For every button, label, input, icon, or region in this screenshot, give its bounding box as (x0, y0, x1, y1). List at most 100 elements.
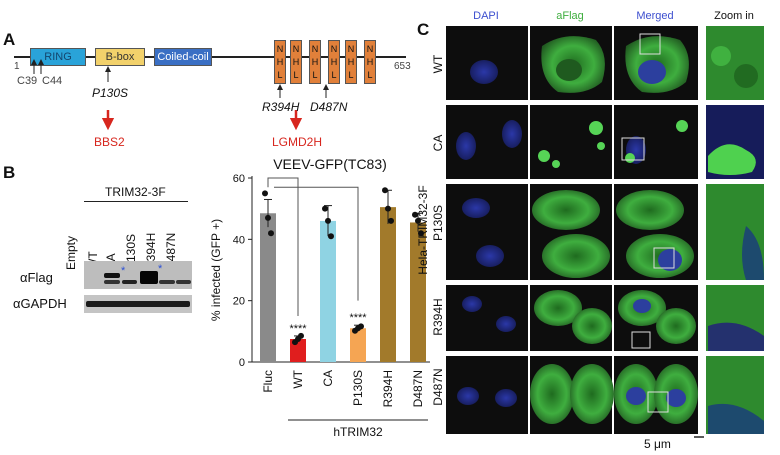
p130s-aflag-cell-2 (542, 234, 610, 278)
row-ca (446, 105, 764, 179)
data-point-0-2 (268, 230, 274, 237)
data-point-5-2 (418, 230, 424, 237)
data-point-4-0 (382, 187, 388, 194)
bar-d487n (410, 222, 426, 362)
x-tick-label-2: CA (321, 370, 335, 387)
data-point-2-1 (325, 217, 331, 224)
d487n-merged-nucleus-2 (666, 389, 686, 407)
wt-aflag-nucleus (556, 59, 582, 81)
significance-3: **** (349, 312, 367, 324)
ca-merged-aggregate-1 (625, 153, 635, 163)
flag-blot-strip (84, 261, 192, 289)
data-point-2-2 (328, 233, 334, 240)
mutation-p130s: P130S (92, 86, 129, 100)
panel-a-letter: A (3, 30, 16, 49)
row-label-r394h: R394H (431, 298, 445, 336)
y-axis-label: % infected (GFP +) (209, 219, 223, 321)
data-point-5-0 (412, 211, 418, 218)
ca-dapi-nucleus-2 (502, 120, 522, 148)
bracket-fluc-wt (267, 177, 299, 316)
chart-title: VEEV-GFP(TC83) (273, 156, 387, 172)
col-head-aflag: aFlag (556, 10, 584, 22)
blot-row-gapdh: αGAPDH (13, 296, 67, 311)
scale-bar-label: 5 μm (644, 437, 671, 451)
data-point-0-1 (265, 214, 271, 221)
band-ca (122, 280, 137, 284)
p130s-zoom-box (653, 247, 675, 269)
p130s-merged-nucleus (658, 249, 682, 271)
y-tick-label-2: 40 (233, 234, 245, 246)
d487n-dapi-nucleus-2 (495, 389, 517, 407)
ca-dapi-nucleus-1 (456, 132, 476, 160)
bar-r394h (380, 207, 396, 362)
bar-fluc (260, 213, 276, 362)
r394h-dapi-nucleus-2 (496, 316, 516, 332)
ring-domain: RING (30, 48, 86, 66)
ca-aggregate-2 (552, 160, 560, 168)
data-point-5-1 (415, 217, 421, 224)
wt-zoom-box (639, 33, 661, 55)
blot-header: TRIM32-3F (105, 185, 166, 199)
x-tick-label-1: WT (291, 369, 305, 388)
d487n-aflag-cell-1 (530, 364, 574, 424)
y-tick-label-0: 0 (239, 357, 245, 369)
ca-aflag (530, 105, 612, 179)
disease-bbs2: BBS2 (94, 135, 125, 149)
r394h-zoom-nucleus (708, 322, 764, 351)
star-wt: * (121, 265, 126, 277)
y-tick-label-3: 60 (233, 173, 245, 185)
mutation-c44: C44 (42, 75, 63, 87)
row-label-d487n: D487N (431, 368, 445, 406)
ca-zoom-aggregate (708, 144, 756, 175)
col-head-merged: Merged (636, 10, 674, 22)
lane-label-empty: Empty (64, 235, 78, 270)
ca-aggregate-4 (597, 142, 605, 150)
x-tick-label-3: P130S (351, 370, 365, 406)
x-tick-label-4: R394H (381, 370, 395, 407)
row-wt (446, 26, 764, 100)
disease-lgmd2h: LGMD2H (272, 135, 323, 149)
wt-merged-nucleus (638, 60, 666, 84)
side-label-hela: Hela-TRIM32-3F (416, 185, 430, 275)
bracket-fluc-p130s (274, 186, 359, 301)
p130s-aflag-cell-1 (532, 190, 600, 230)
r394h-merged-cell-2 (656, 308, 696, 344)
r394h-zoom-box (631, 331, 651, 349)
panel-c-letter: C (417, 20, 430, 39)
p130s-dapi-nucleus-2 (476, 245, 504, 267)
ca-aggregate-3 (589, 121, 603, 135)
ca-merged (614, 105, 698, 179)
start-residue: 1 (14, 61, 20, 72)
coiled-coil-domain: Coiled-coil (154, 48, 212, 66)
mutation-d487n: D487N (310, 100, 348, 114)
wt-dapi-nucleus (470, 60, 498, 84)
bar-ca (320, 220, 336, 362)
row-p130s (446, 184, 764, 280)
d487n-zoom-box (647, 391, 669, 413)
row-label-wt: WT (431, 54, 445, 74)
star-p130s: * (158, 263, 163, 275)
r394h-aflag-cell-2 (572, 308, 612, 344)
mutation-r394h: R394H (262, 100, 300, 114)
ca-zoom-box (621, 137, 645, 161)
data-point-4-2 (388, 217, 394, 224)
panel-b-letter: B (3, 163, 16, 182)
microscopy-grid (446, 26, 764, 438)
r394h-dapi (446, 285, 528, 351)
d487n-aflag-cell-2 (570, 364, 614, 424)
bar-p130s (350, 328, 366, 362)
row-label-p130s: P130S (431, 204, 445, 242)
band-wt-lower (104, 280, 120, 284)
significance-1: **** (289, 323, 307, 335)
d487n-zoom-edge (708, 403, 764, 434)
ca-merged-aggregate-2 (676, 120, 688, 132)
x-axis-label: hTRIM32 (333, 425, 383, 439)
blot-row-flag: αFlag (20, 270, 53, 285)
end-residue: 653 (394, 61, 411, 72)
row-r394h (446, 285, 764, 351)
